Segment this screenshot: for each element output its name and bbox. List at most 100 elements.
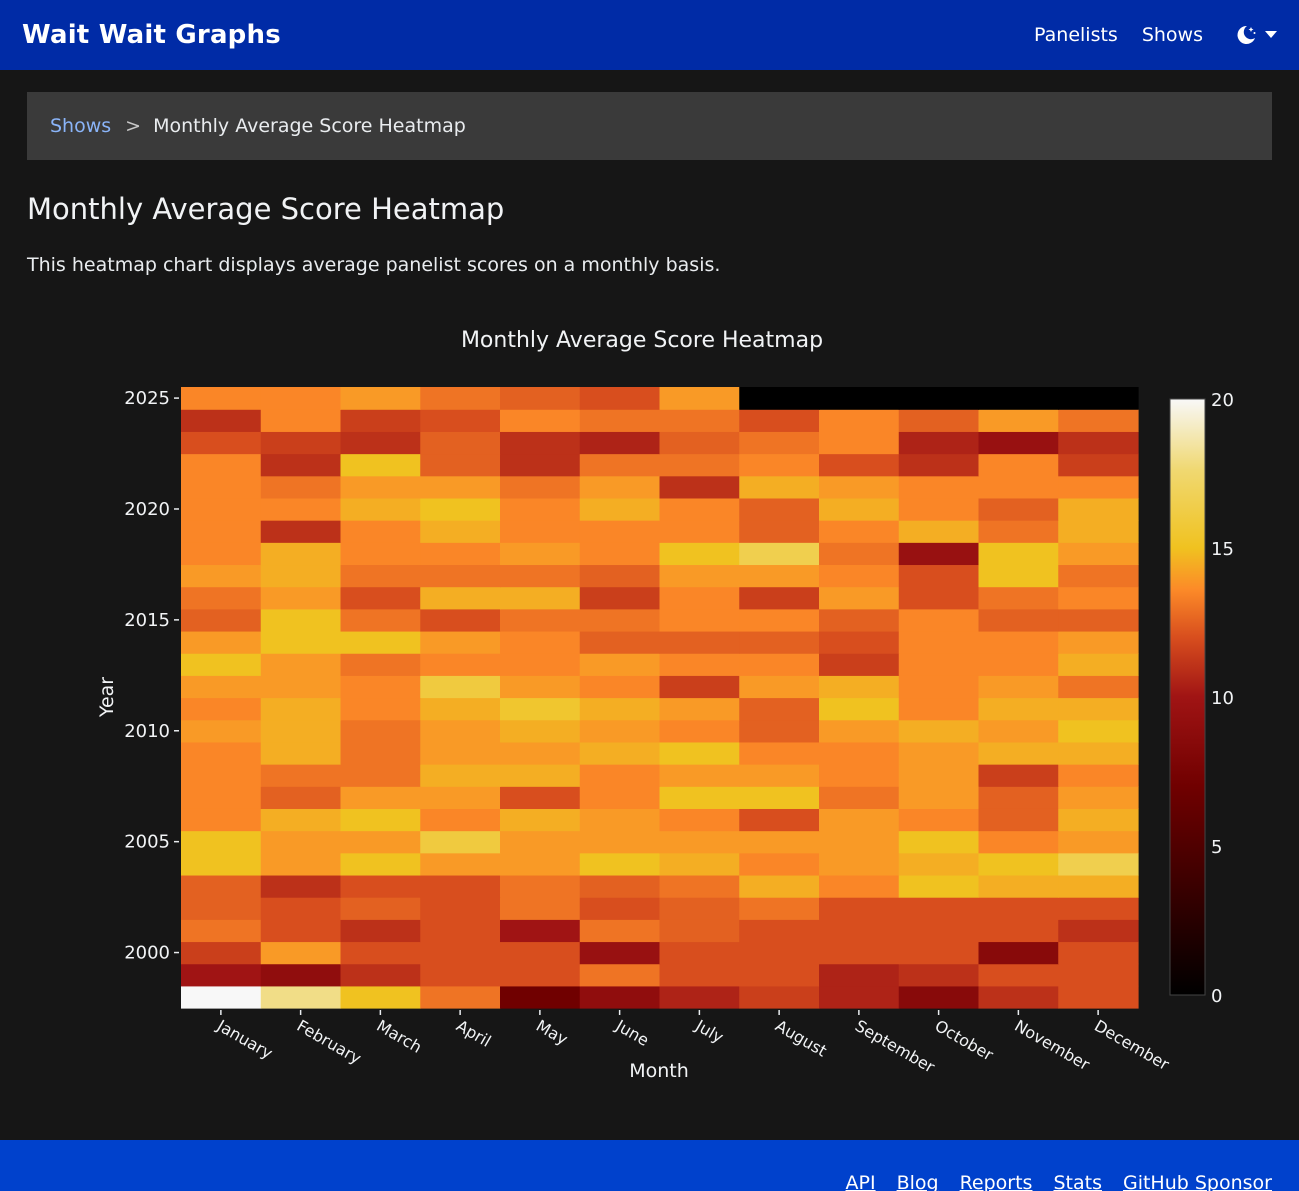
- heatmap-cell[interactable]: [420, 586, 501, 610]
- heatmap-cell[interactable]: [500, 675, 581, 699]
- heatmap-cell[interactable]: [579, 586, 661, 610]
- heatmap-cell[interactable]: [420, 542, 501, 566]
- heatmap-cell[interactable]: [340, 409, 421, 432]
- heatmap-cell[interactable]: [500, 764, 581, 787]
- heatmap-cell[interactable]: [340, 897, 421, 920]
- heatmap-cell[interactable]: [978, 764, 1059, 787]
- heatmap-cell[interactable]: [819, 874, 900, 898]
- heatmap-cell[interactable]: [181, 941, 262, 965]
- heatmap-cell[interactable]: [659, 919, 740, 943]
- heatmap-cell[interactable]: [978, 564, 1059, 588]
- heatmap-cell[interactable]: [1058, 963, 1139, 987]
- heatmap-cell[interactable]: [978, 475, 1059, 499]
- heatmap-cell[interactable]: [1058, 764, 1139, 787]
- heatmap-cell[interactable]: [659, 830, 740, 854]
- heatmap-cell[interactable]: [579, 697, 661, 721]
- heatmap-cell[interactable]: [181, 387, 262, 410]
- heatmap-cell[interactable]: [819, 608, 900, 632]
- heatmap-cell[interactable]: [500, 830, 581, 854]
- heatmap-cell[interactable]: [978, 542, 1059, 566]
- heatmap-cell[interactable]: [260, 608, 342, 632]
- heatmap-cell[interactable]: [181, 675, 262, 699]
- heatmap-cell[interactable]: [340, 985, 421, 1009]
- heatmap-cell[interactable]: [739, 764, 820, 787]
- heatmap-cell[interactable]: [978, 808, 1059, 832]
- heatmap-cell[interactable]: [739, 963, 820, 987]
- heatmap-cell[interactable]: [579, 941, 661, 965]
- heatmap-cell[interactable]: [500, 919, 581, 943]
- heatmap-cell[interactable]: [579, 653, 661, 676]
- heatmap-cell[interactable]: [500, 475, 581, 499]
- heatmap-cell[interactable]: [420, 431, 501, 455]
- theme-toggle-button[interactable]: [1235, 24, 1277, 46]
- heatmap-cell[interactable]: [579, 786, 661, 809]
- heatmap-cell[interactable]: [500, 874, 581, 898]
- heatmap-cell[interactable]: [659, 564, 740, 588]
- heatmap-cell[interactable]: [739, 653, 820, 676]
- heatmap-cell[interactable]: [260, 630, 342, 654]
- heatmap-cell[interactable]: [340, 387, 421, 410]
- heatmap-cell[interactable]: [978, 919, 1059, 943]
- heatmap-cell[interactable]: [181, 919, 262, 943]
- footer-link-stats[interactable]: Stats: [1053, 1172, 1102, 1191]
- heatmap-cell[interactable]: [978, 653, 1059, 676]
- heatmap-cell[interactable]: [500, 852, 581, 876]
- heatmap-cell[interactable]: [500, 453, 581, 477]
- heatmap-cell[interactable]: [898, 719, 980, 743]
- heatmap-cell[interactable]: [579, 808, 661, 832]
- heatmap-cell[interactable]: [420, 919, 501, 943]
- heatmap-cell[interactable]: [819, 808, 900, 832]
- heatmap-cell[interactable]: [260, 874, 342, 898]
- heatmap-cell[interactable]: [1058, 586, 1139, 610]
- heatmap-cell[interactable]: [579, 741, 661, 765]
- heatmap-cell[interactable]: [340, 497, 421, 521]
- heatmap-cell[interactable]: [500, 608, 581, 632]
- heatmap-cell[interactable]: [500, 497, 581, 521]
- heatmap-cell[interactable]: [1058, 919, 1139, 943]
- heatmap-cell[interactable]: [739, 675, 820, 699]
- heatmap-cell[interactable]: [898, 653, 980, 676]
- heatmap-cell[interactable]: [898, 497, 980, 521]
- heatmap-cell[interactable]: [898, 852, 980, 876]
- heatmap-cell[interactable]: [659, 852, 740, 876]
- heatmap-cell[interactable]: [978, 786, 1059, 809]
- heatmap-cell[interactable]: [659, 741, 740, 765]
- heatmap-cell[interactable]: [1058, 453, 1139, 477]
- heatmap-cell[interactable]: [579, 520, 661, 543]
- heatmap-cell[interactable]: [819, 453, 900, 477]
- heatmap-cell[interactable]: [1058, 653, 1139, 676]
- heatmap-cell[interactable]: [898, 387, 980, 410]
- heatmap-cell[interactable]: [260, 830, 342, 854]
- heatmap-cell[interactable]: [500, 808, 581, 832]
- heatmap-cell[interactable]: [579, 675, 661, 699]
- heatmap-cell[interactable]: [978, 874, 1059, 898]
- heatmap-cell[interactable]: [340, 431, 421, 455]
- heatmap-cell[interactable]: [819, 630, 900, 654]
- heatmap-cell[interactable]: [898, 764, 980, 787]
- heatmap-cell[interactable]: [260, 897, 342, 920]
- heatmap-cell[interactable]: [898, 453, 980, 477]
- heatmap-cell[interactable]: [420, 520, 501, 543]
- heatmap-cell[interactable]: [260, 475, 342, 499]
- heatmap-cell[interactable]: [739, 431, 820, 455]
- heatmap-cell[interactable]: [819, 985, 900, 1009]
- heatmap-cell[interactable]: [500, 786, 581, 809]
- heatmap-cell[interactable]: [340, 520, 421, 543]
- heatmap-cell[interactable]: [1058, 630, 1139, 654]
- heatmap-cell[interactable]: [739, 741, 820, 765]
- heatmap-cell[interactable]: [978, 387, 1059, 410]
- heatmap-cell[interactable]: [500, 409, 581, 432]
- heatmap-cell[interactable]: [739, 497, 820, 521]
- heatmap-cell[interactable]: [420, 675, 501, 699]
- heatmap-cell[interactable]: [260, 520, 342, 543]
- heatmap-cell[interactable]: [579, 719, 661, 743]
- heatmap-cell[interactable]: [500, 630, 581, 654]
- heatmap-cell[interactable]: [1058, 520, 1139, 543]
- heatmap-cell[interactable]: [898, 919, 980, 943]
- heatmap-cell[interactable]: [819, 764, 900, 787]
- heatmap-cell[interactable]: [819, 675, 900, 699]
- heatmap-cell[interactable]: [659, 630, 740, 654]
- heatmap-cell[interactable]: [500, 431, 581, 455]
- heatmap-cell[interactable]: [898, 897, 980, 920]
- heatmap-cell[interactable]: [898, 475, 980, 499]
